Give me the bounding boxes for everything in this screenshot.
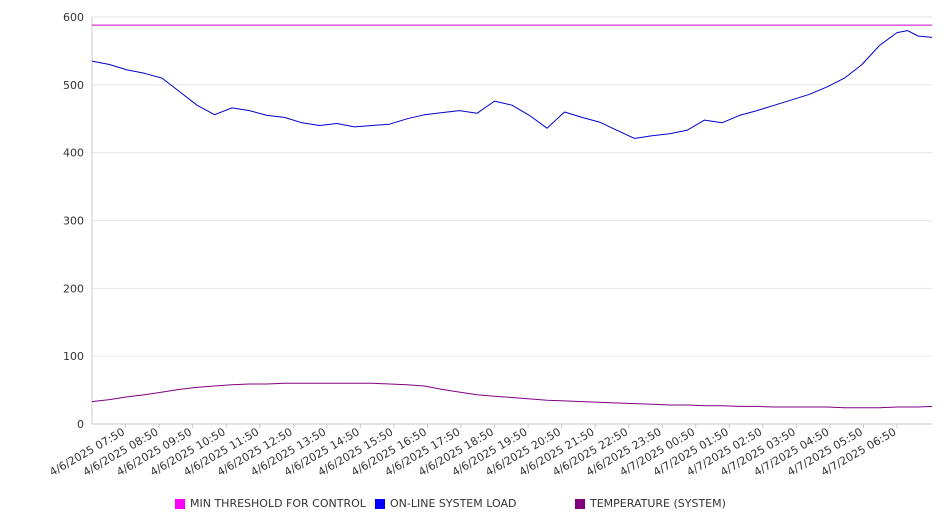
legend: MIN THRESHOLD FOR CONTROL ON-LINE SYSTEM…: [0, 497, 946, 515]
legend-item-temperature[interactable]: TEMPERATURE (SYSTEM): [575, 497, 726, 510]
series-layer: [91, 24, 933, 409]
y-tick-label: 300: [63, 215, 84, 228]
legend-swatch-system-load: [375, 498, 385, 509]
x-tick-labels: 4/6/2025 07:504/6/2025 08:504/6/2025 09:…: [47, 425, 898, 479]
legend-item-min-threshold[interactable]: MIN THRESHOLD FOR CONTROL: [175, 497, 366, 510]
y-tick-label: 100: [63, 350, 84, 363]
y-tick-label: 200: [63, 282, 84, 295]
legend-item-system-load[interactable]: ON-LINE SYSTEM LOAD: [375, 497, 516, 510]
y-tick-label: 0: [77, 418, 84, 431]
series-line-2: [91, 382, 933, 409]
legend-label-system-load: ON-LINE SYSTEM LOAD: [390, 497, 517, 510]
y-tick-label: 500: [63, 79, 84, 92]
y-tick-label: 400: [63, 147, 84, 160]
series-line-1: [91, 30, 933, 139]
grid-layer: [92, 16, 932, 357]
legend-label-temperature: TEMPERATURE (SYSTEM): [590, 497, 726, 510]
legend-label-min-threshold: MIN THRESHOLD FOR CONTROL: [190, 497, 366, 510]
legend-swatch-temperature: [575, 498, 585, 509]
axis-layer: 0 100 200 300 400 500 600: [63, 11, 932, 431]
y-tick-label: 600: [63, 11, 84, 24]
legend-swatch-min-threshold: [175, 498, 185, 509]
